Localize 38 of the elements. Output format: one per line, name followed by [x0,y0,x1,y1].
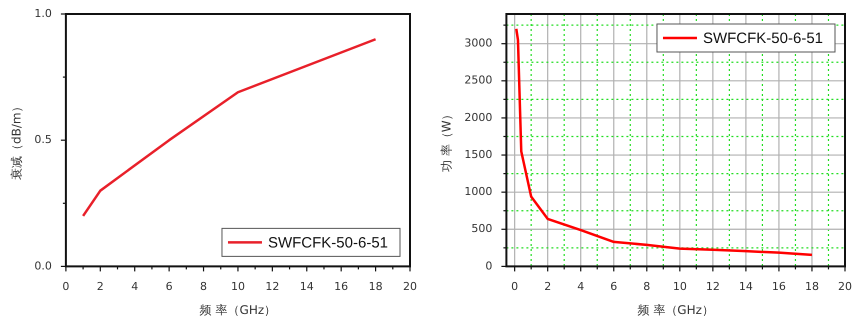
x-tick-label: 4 [577,280,584,293]
x-tick-label: 10 [230,280,245,293]
x-tick-label: 2 [544,280,552,293]
legend-label: SWFCFK-50-6-51 [702,30,824,48]
y-tick-label: 1500 [464,148,492,161]
x-tick-label: 18 [368,280,383,293]
x-tick-label: 8 [643,280,650,293]
x-tick-label: 4 [131,280,138,293]
y-axis-title: 功 率（W） [439,108,454,172]
y-tick-label: 1000 [464,185,492,198]
x-tick-label: 14 [738,280,753,293]
x-tick-label: 10 [672,280,687,293]
x-tick-label: 6 [166,280,173,293]
y-tick-label: 3000 [464,36,492,50]
x-tick-label: 12 [706,280,720,293]
x-tick-label: 16 [334,280,348,293]
y-tick-label: 0.0 [34,259,52,272]
x-tick-label: 14 [300,280,314,293]
x-tick-label: 18 [804,280,819,293]
y-tick-label: 2000 [464,110,492,124]
x-axis-title: 频 率（GHz） [200,302,276,317]
x-tick-label: 0 [62,280,70,293]
y-tick-label: 1.0 [34,6,52,20]
y-axis-title: 衰减（dB/m） [9,100,24,180]
x-tick-label: 0 [511,280,518,293]
legend-label: SWFCFK-50-6-51 [268,234,388,252]
x-tick-label: 16 [772,280,786,293]
x-tick-label: 2 [96,280,104,293]
y-tick-label: 500 [471,222,492,236]
x-tick-label: 6 [610,280,618,293]
y-tick-label: 0 [485,259,492,272]
x-tick-label: 12 [265,280,280,293]
y-tick-label: 0.5 [34,133,52,146]
x-tick-label: 20 [838,280,852,293]
x-tick-label: 20 [403,280,417,293]
x-tick-label: 8 [200,280,208,293]
x-axis-title: 频 率（GHz） [637,302,714,317]
y-tick-label: 2500 [464,74,492,87]
